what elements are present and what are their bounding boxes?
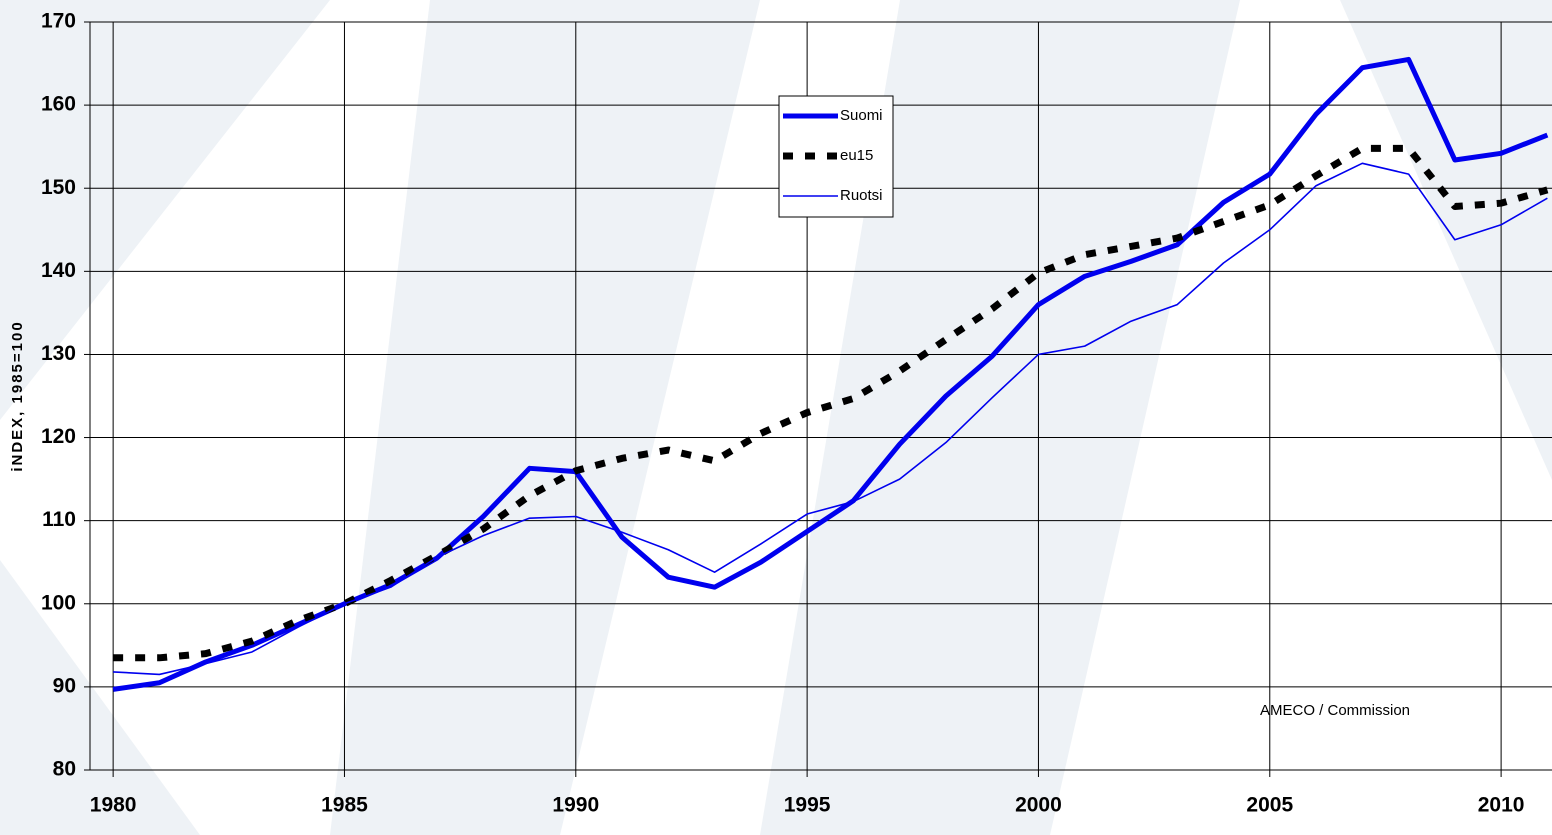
x-tick-label: 1985 xyxy=(321,794,368,817)
y-tick-label: 140 xyxy=(41,259,76,282)
y-tick-label: 150 xyxy=(41,176,76,199)
y-tick-label: 120 xyxy=(41,425,76,448)
series-line xyxy=(113,144,1549,662)
y-tick-label: 160 xyxy=(41,93,76,116)
y-tick-label: 110 xyxy=(42,508,76,531)
x-tick-label: 2010 xyxy=(1478,794,1525,817)
x-tick-label: 1980 xyxy=(90,794,137,817)
x-tick-label: 1995 xyxy=(784,794,831,817)
y-tick-label: 90 xyxy=(53,674,76,697)
y-axis-label: iNDEX, 1985=100 xyxy=(9,320,26,471)
legend-label: Ruotsi xyxy=(840,187,883,204)
legend-label: Suomi xyxy=(840,107,883,124)
y-tick-label: 170 xyxy=(41,10,76,33)
x-tick-label: 1990 xyxy=(552,794,599,817)
x-tick-label: 2000 xyxy=(1015,794,1062,817)
y-tick-label: 130 xyxy=(41,342,76,365)
legend-label: eu15 xyxy=(840,147,873,164)
annotation: AMECO / Commission xyxy=(1260,702,1410,719)
legend: Suomi eu15 Ruotsi xyxy=(778,95,894,218)
y-tick-label: 100 xyxy=(41,591,76,614)
series-line xyxy=(113,162,1548,676)
x-tick-label: 2005 xyxy=(1246,794,1293,817)
y-tick-label: 80 xyxy=(53,758,76,781)
